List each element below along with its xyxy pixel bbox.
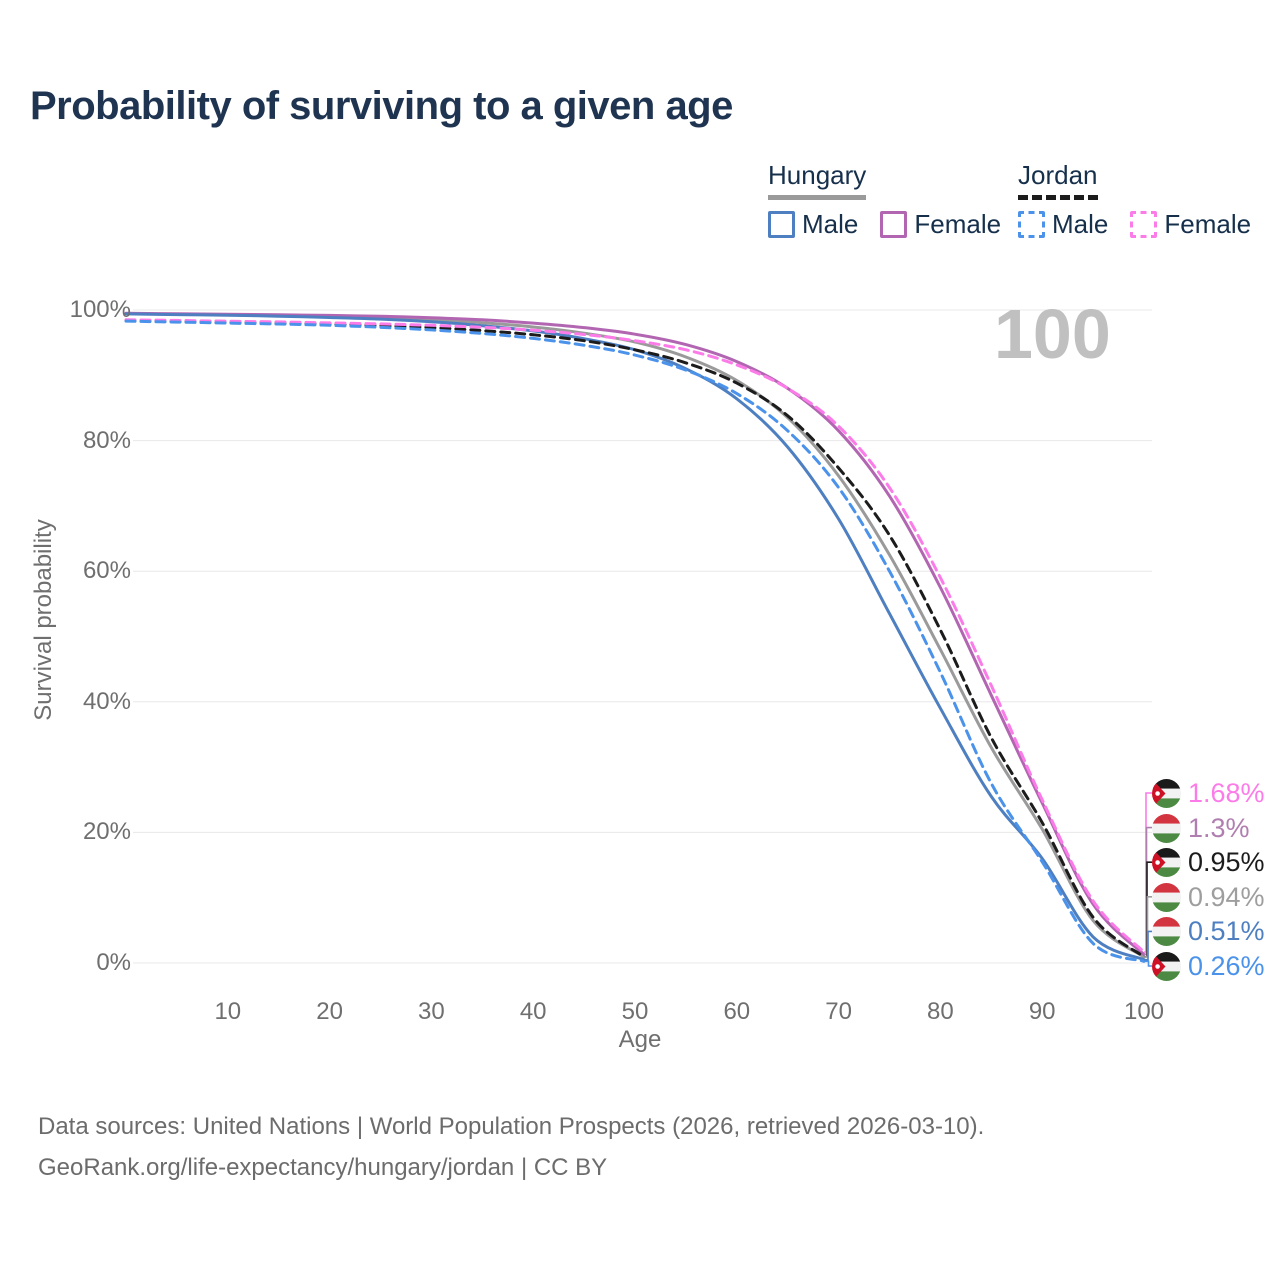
legend-checkbox-jordan-female[interactable]: Female <box>1130 209 1251 240</box>
y-tick-label: 80% <box>82 426 131 454</box>
flag-icon-hungary <box>1152 917 1181 947</box>
y-tick-label: 60% <box>82 557 131 585</box>
x-tick-label: 40 <box>519 998 547 1025</box>
x-tick-label: 90 <box>1028 998 1056 1025</box>
x-axis-title: Age <box>618 1026 662 1053</box>
end-label-hungary: 0.94% <box>1152 882 1265 913</box>
end-label-value: 0.95% <box>1188 847 1265 878</box>
legend-item-label: Male <box>802 209 859 239</box>
series-line-hungary[interactable] <box>124 312 1146 959</box>
end-label-leader-line <box>1144 960 1152 967</box>
checkbox-icon-jordan-female[interactable] <box>1130 211 1158 238</box>
legend-item-label: Female <box>914 209 1002 239</box>
flag-icon-jordan <box>1152 848 1181 878</box>
hovered-age-watermark: 100 <box>994 295 1111 373</box>
end-label-value: 1.3% <box>1188 812 1250 843</box>
page-title: Probability of surviving to a given age <box>30 84 733 128</box>
flag-icon-hungary <box>1152 813 1181 843</box>
legend-checkbox-hungary-male[interactable]: Male <box>768 209 858 240</box>
series-line-hungary-male[interactable] <box>124 312 1146 962</box>
legend-group-title-hungary: Hungary <box>768 160 867 200</box>
end-label-jordan: 0.95% <box>1152 847 1265 878</box>
legend-item-label: Female <box>1164 209 1252 239</box>
end-label-value: 0.94% <box>1188 881 1265 912</box>
end-label-hungary-male: 0.51% <box>1152 916 1265 947</box>
footer-data-sources: Data sources: United Nations | World Pop… <box>38 1113 985 1140</box>
end-label-leader-line <box>1144 930 1152 961</box>
y-tick-label: 20% <box>82 818 131 846</box>
x-tick-label: 80 <box>927 998 954 1025</box>
flag-icon-jordan <box>1152 779 1181 808</box>
legend-group-title-jordan: Jordan <box>1018 160 1098 200</box>
x-tick-label: 100 <box>1123 998 1165 1025</box>
x-tick-label: 10 <box>214 998 242 1025</box>
y-tick-label: 40% <box>82 687 131 715</box>
legend-item-label: Male <box>1052 209 1109 239</box>
y-tick-label: 100% <box>69 296 131 323</box>
series-line-hungary-female[interactable] <box>124 311 1146 956</box>
series-line-jordan-male[interactable] <box>124 319 1146 963</box>
x-tick-label: 50 <box>621 998 649 1025</box>
footer: Data sources: United Nations | World Pop… <box>38 1106 984 1188</box>
end-label-hungary-female: 1.3% <box>1152 813 1250 844</box>
checkbox-icon-jordan-male[interactable] <box>1018 211 1045 238</box>
x-tick-label: 20 <box>316 998 343 1025</box>
x-tick-label: 30 <box>418 998 445 1025</box>
x-tick-label: 70 <box>825 998 852 1025</box>
footer-attribution: GeoRank.org/life-expectancy/hungary/jord… <box>38 1154 608 1181</box>
legend-checkbox-jordan-male[interactable]: Male <box>1018 209 1108 240</box>
legend-checkbox-hungary-female[interactable]: Female <box>880 209 1001 240</box>
checkbox-icon-hungary-female[interactable] <box>880 211 908 238</box>
legend-group-jordan: Jordan Male Female <box>1018 160 1273 240</box>
end-label-value: 1.68% <box>1188 778 1265 808</box>
end-label-value: 0.26% <box>1188 951 1265 981</box>
x-tick-label: 60 <box>723 998 751 1025</box>
end-label-leader-line <box>1144 896 1152 958</box>
end-label-value: 0.51% <box>1188 916 1265 947</box>
end-label-jordan-male: 0.26% <box>1152 951 1265 982</box>
end-label-jordan-female: 1.68% <box>1152 778 1265 809</box>
series-line-jordan-female[interactable] <box>124 318 1146 954</box>
checkbox-icon-hungary-male[interactable] <box>768 211 795 238</box>
series-line-jordan[interactable] <box>124 318 1146 959</box>
y-tick-label: 0% <box>96 949 131 976</box>
flag-icon-jordan <box>1152 952 1181 981</box>
legend-group-hungary: Hungary Male Female <box>768 160 1023 240</box>
flag-icon-hungary <box>1152 882 1181 912</box>
